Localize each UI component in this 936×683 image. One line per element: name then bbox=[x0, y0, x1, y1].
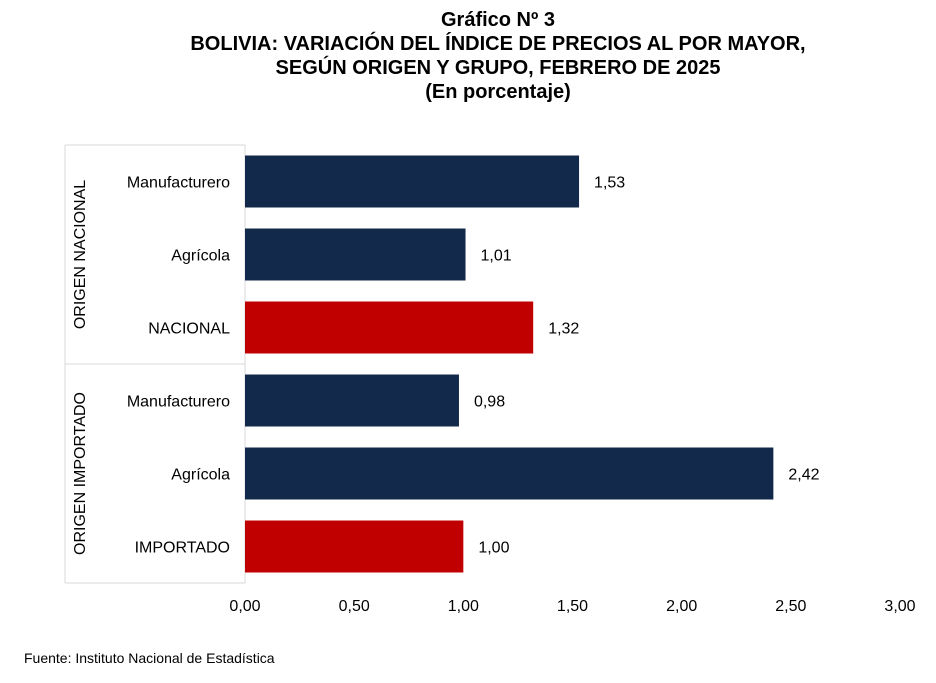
bar-5 bbox=[245, 447, 774, 500]
x-tick-label-4: 1,50 bbox=[557, 598, 588, 615]
value-label-6: 1,00 bbox=[478, 540, 509, 557]
value-label-5: 2,42 bbox=[788, 467, 819, 484]
category-label-6: IMPORTADO bbox=[135, 540, 230, 557]
source-note: Fuente: Instituto Nacional de Estadístic… bbox=[24, 650, 275, 666]
title-line-3: SEGÚN ORIGEN Y GRUPO, FEBRERO DE 2025 bbox=[275, 57, 721, 79]
chart-title: Gráfico Nº 3 BOLIVIA: VARIACIÓN DEL ÍNDI… bbox=[0, 8, 936, 104]
title-line-4: (En porcentaje) bbox=[425, 81, 571, 103]
group-label-1: ORIGEN NACIONAL bbox=[72, 180, 89, 329]
x-tick-label-3: 1,00 bbox=[448, 598, 479, 615]
bar-1 bbox=[245, 155, 580, 208]
bar-2 bbox=[245, 228, 466, 281]
x-tick-label-2: 0,50 bbox=[339, 598, 370, 615]
title-line-2: BOLIVIA: VARIACIÓN DEL ÍNDICE DE PRECIOS… bbox=[190, 33, 806, 55]
category-label-3: NACIONAL bbox=[148, 321, 230, 338]
group-label-2: ORIGEN IMPORTADO bbox=[72, 392, 89, 555]
category-label-4: Manufacturero bbox=[127, 394, 230, 411]
x-tick-label-1: 0,00 bbox=[229, 598, 260, 615]
bar-3 bbox=[245, 301, 534, 354]
value-label-4: 0,98 bbox=[474, 394, 505, 411]
category-label-1: Manufacturero bbox=[127, 175, 230, 192]
bar-4 bbox=[245, 374, 459, 427]
x-tick-label-7: 3,00 bbox=[884, 598, 915, 615]
bar-6 bbox=[245, 520, 464, 573]
value-label-3: 1,32 bbox=[548, 321, 579, 338]
value-label-2: 1,01 bbox=[481, 248, 512, 265]
category-label-2: Agrícola bbox=[171, 248, 230, 265]
category-label-5: Agrícola bbox=[171, 467, 230, 484]
value-label-1: 1,53 bbox=[594, 175, 625, 192]
x-tick-label-6: 2,50 bbox=[775, 598, 806, 615]
title-line-1: Gráfico Nº 3 bbox=[440, 9, 555, 31]
x-tick-label-5: 2,00 bbox=[666, 598, 697, 615]
